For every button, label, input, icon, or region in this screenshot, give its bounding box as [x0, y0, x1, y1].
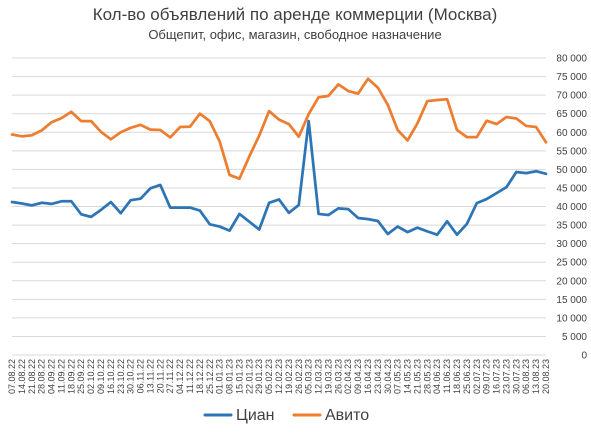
x-tick-label: 09.04.23 [353, 359, 363, 394]
x-tick-label: 25.06.23 [462, 359, 472, 394]
x-tick-label: 30.04.23 [383, 359, 393, 394]
x-tick-label: 16.10.22 [106, 359, 116, 394]
y-tick-label: 10 000 [556, 313, 587, 324]
x-tick-label: 23.07.23 [501, 359, 511, 394]
x-tick-label: 21.05.23 [412, 359, 422, 394]
y-tick-label: 80 000 [556, 54, 587, 65]
x-tick-label: 23.04.23 [373, 359, 383, 394]
x-tick-label: 22.01.23 [244, 359, 254, 394]
y-tick-label: 75 000 [556, 72, 587, 83]
x-tick-label: 08.01.23 [225, 359, 235, 394]
x-tick-label: 05.02.23 [264, 359, 274, 394]
x-tick-label: 11.06.23 [442, 359, 452, 393]
x-tick-label: 04.12.22 [175, 359, 185, 394]
x-tick-label: 11.09.22 [56, 359, 66, 393]
x-tick-label: 27.11.22 [165, 359, 175, 393]
x-tick-label: 09.07.23 [482, 359, 492, 394]
x-tick-label: 13.08.23 [531, 359, 541, 394]
y-tick-label: 55 000 [556, 146, 587, 157]
x-tick-label: 26.03.23 [333, 359, 343, 394]
y-tick-label: 70 000 [556, 91, 587, 102]
chart-title: Кол-во объявлений по аренде коммерции (М… [93, 5, 498, 24]
x-tick-label: 13.11.22 [145, 359, 155, 393]
x-tick-label: 01.01.23 [215, 359, 225, 394]
x-tick-label: 07.05.23 [393, 359, 403, 394]
x-tick-label: 15.01.23 [234, 359, 244, 394]
x-axis-ticks: 07.08.22 14.08.22 21.08.22 28.08.22 04.09.22… [7, 359, 551, 394]
y-tick-label: 60 000 [556, 128, 587, 139]
y-tick-label: 65 000 [556, 109, 587, 120]
x-tick-label: 30.10.22 [126, 359, 136, 394]
y-tick-label: 45 000 [556, 183, 587, 194]
legend: Циан Авито [203, 407, 369, 424]
y-tick-label: 40 000 [556, 202, 587, 213]
x-tick-label: 02.04.23 [343, 359, 353, 394]
y-tick-label: 5 000 [562, 332, 587, 343]
y-tick-label: 20 000 [556, 276, 587, 287]
x-tick-label: 19.03.23 [323, 359, 333, 394]
x-tick-label: 16.04.23 [363, 359, 373, 394]
legend-label: Авито [325, 407, 369, 424]
x-tick-label: 18.09.22 [66, 359, 76, 394]
x-tick-label: 18.12.22 [195, 359, 205, 394]
x-tick-label: 02.10.22 [86, 359, 96, 394]
x-tick-label: 18.06.23 [452, 359, 462, 394]
series-lines [10, 77, 548, 237]
x-tick-label: 14.05.23 [403, 359, 413, 394]
x-tick-label: 20.11.22 [155, 359, 165, 393]
y-tick-label: 0 [581, 351, 587, 362]
x-tick-label: 05.03.23 [304, 359, 314, 394]
x-tick-label: 28.05.23 [422, 359, 432, 394]
x-tick-label: 04.09.22 [47, 359, 57, 394]
x-tick-label: 25.12.22 [205, 359, 215, 394]
x-tick-label: 26.02.23 [294, 359, 304, 394]
x-tick-label: 02.07.23 [472, 359, 482, 394]
x-tick-label: 28.08.22 [37, 359, 47, 394]
x-tick-label: 20.08.23 [541, 359, 551, 394]
x-tick-label: 06.11.22 [136, 359, 146, 393]
y-tick-label: 15 000 [556, 295, 587, 306]
x-tick-label: 25.09.22 [76, 359, 86, 394]
x-tick-label: 29.01.23 [254, 359, 264, 394]
x-tick-label: 09.10.22 [96, 359, 106, 394]
x-tick-label: 23.10.22 [116, 359, 126, 394]
chart-subtitle: Общепит, офис, магазин, свободное назнач… [148, 27, 441, 42]
x-tick-label: 07.08.22 [7, 359, 17, 394]
series-line [10, 77, 548, 181]
y-tick-label: 35 000 [556, 221, 587, 232]
legend-label: Циан [236, 407, 275, 424]
x-tick-label: 30.07.23 [511, 359, 521, 394]
x-tick-label: 21.08.22 [27, 359, 37, 394]
y-axis-ticks: 0 5 000 10 000 15 000 20 000 25 000 30 000 35 0… [556, 54, 587, 362]
x-tick-label: 11.12.22 [185, 359, 195, 393]
x-tick-label: 06.08.23 [521, 359, 531, 394]
y-tick-label: 30 000 [556, 239, 587, 250]
x-tick-label: 12.02.23 [274, 359, 284, 394]
series-line [10, 119, 548, 237]
x-tick-label: 12.03.23 [314, 359, 324, 394]
x-tick-label: 19.02.23 [284, 359, 294, 394]
x-tick-label: 04.06.23 [432, 359, 442, 394]
gridlines [12, 57, 546, 356]
x-tick-label: 14.08.22 [17, 359, 27, 394]
x-tick-label: 16.07.23 [492, 359, 502, 394]
y-tick-label: 50 000 [556, 165, 587, 176]
y-tick-label: 25 000 [556, 258, 587, 269]
